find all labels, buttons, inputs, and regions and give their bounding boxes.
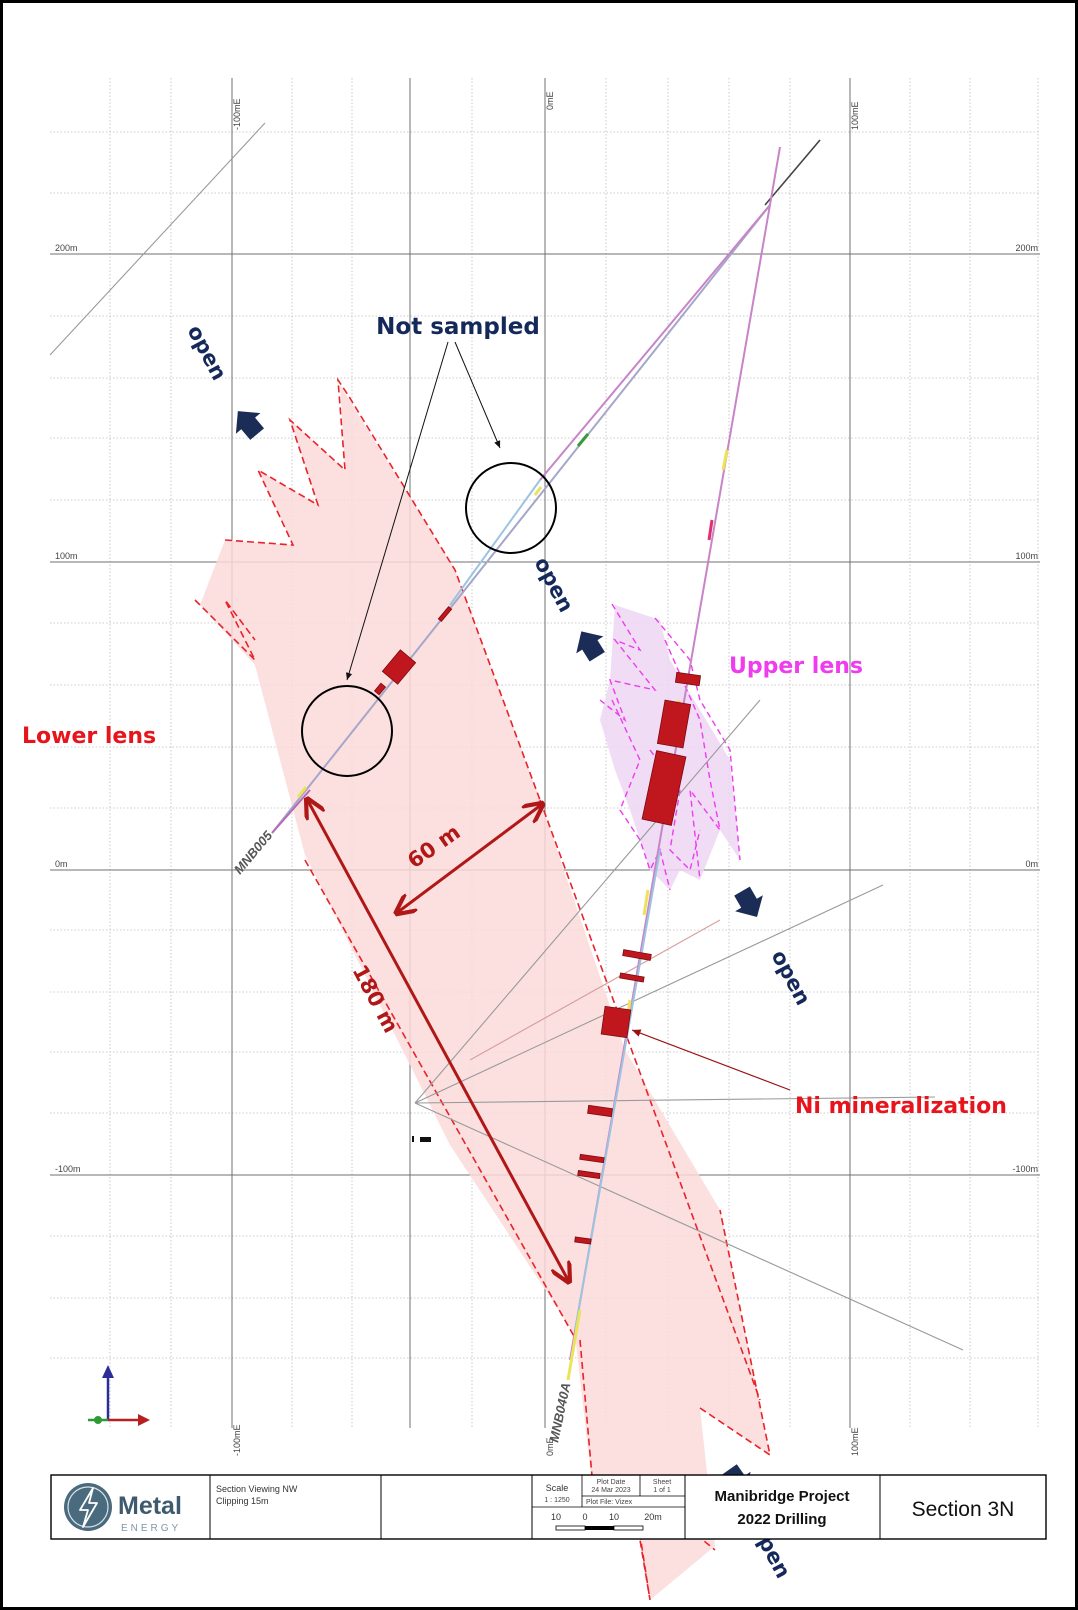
- collar-marker: [412, 1136, 414, 1142]
- elevation-left-label: 100m: [55, 551, 78, 561]
- svg-text:0: 0: [582, 1512, 587, 1522]
- plot-date-value: 24 Mar 2023: [591, 1487, 630, 1494]
- ni-mineralization-label: Ni mineralization: [795, 1094, 1007, 1119]
- not-sampled-pointer-lower: [345, 341, 449, 681]
- not-sampled-label: Not sampled: [376, 314, 540, 340]
- open-label: open: [183, 321, 232, 384]
- length-measure-arrow: [308, 801, 568, 1280]
- elevation-right-label: 200m: [1015, 243, 1038, 253]
- elevation-left-label: -100m: [55, 1164, 81, 1174]
- scale-bar: 10 0 10 20m: [551, 1512, 662, 1531]
- elevation-right-label: 100m: [1015, 551, 1038, 561]
- easting-bottom-label: 100mE: [850, 1427, 860, 1456]
- ni-mineralization-pointer: [631, 1029, 791, 1091]
- svg-text:10: 10: [609, 1512, 619, 1522]
- drillhole-label-mnb005: MNB005: [231, 827, 276, 877]
- plot-file: Plot File: Vizex: [586, 1499, 633, 1506]
- upper-lens-label: Upper lens: [729, 654, 863, 679]
- elevation-right-label: -100m: [1012, 1164, 1038, 1174]
- title-block: Metal ENERGY Section Viewing NW Clipping…: [50, 1474, 1047, 1540]
- orientation-triad-icon: [88, 1365, 150, 1426]
- open-arrow-upper-lens: [567, 622, 611, 666]
- easting-top-label: 100mE: [850, 101, 860, 130]
- not-sampled-pointer-upper: [454, 341, 501, 449]
- project-title: Manibridge Project: [714, 1488, 849, 1505]
- sheet-label: Sheet: [653, 1479, 671, 1486]
- drillhole-label-mnb040a: MNB040A: [546, 1381, 573, 1443]
- open-arrow-right: [728, 883, 771, 926]
- section-name: Section 3N: [912, 1498, 1015, 1521]
- scale-value: 1 : 1250: [544, 1497, 569, 1504]
- lower-lens-zone: [200, 385, 770, 1600]
- not-sampled-circle-lower: [301, 685, 393, 777]
- svg-text:10: 10: [551, 1512, 561, 1522]
- project-subtitle: 2022 Drilling: [737, 1511, 826, 1528]
- svg-text:20m: 20m: [644, 1512, 662, 1522]
- axis-labels: -100mE 0mE 100mE -100mE 0mE 100mE 200m 1…: [55, 91, 1038, 1456]
- logo-word: Metal: [118, 1492, 182, 1520]
- sheet-value: 1 of 1: [653, 1487, 671, 1494]
- not-sampled-circle-upper: [465, 462, 557, 554]
- drillhole-mnb005: [271, 139, 821, 834]
- metal-energy-logo: Metal ENERGY: [64, 1483, 182, 1534]
- elevation-left-label: 200m: [55, 243, 78, 253]
- clipping-width: Clipping 15m: [216, 1496, 269, 1506]
- scale-label: Scale: [546, 1483, 569, 1493]
- easting-top-label: -100mE: [232, 98, 242, 130]
- upper-lens-zone: [600, 605, 740, 890]
- collar-marker: [420, 1137, 431, 1142]
- easting-top-label: 0mE: [545, 91, 555, 110]
- elevation-right-label: 0m: [1025, 859, 1038, 869]
- elevation-left-label: 0m: [55, 859, 68, 869]
- open-label: open: [767, 946, 816, 1009]
- plot-date-label: Plot Date: [597, 1479, 626, 1486]
- logo-sub: ENERGY: [121, 1523, 181, 1534]
- easting-bottom-label: -100mE: [232, 1424, 242, 1456]
- view-direction: Section Viewing NW: [216, 1484, 298, 1494]
- lower-lens-label: Lower lens: [22, 724, 156, 749]
- open-label: open: [530, 553, 579, 616]
- ni-mineralization-intervals: [373, 606, 702, 1245]
- easting-bottom-label: 0mE: [545, 1437, 555, 1456]
